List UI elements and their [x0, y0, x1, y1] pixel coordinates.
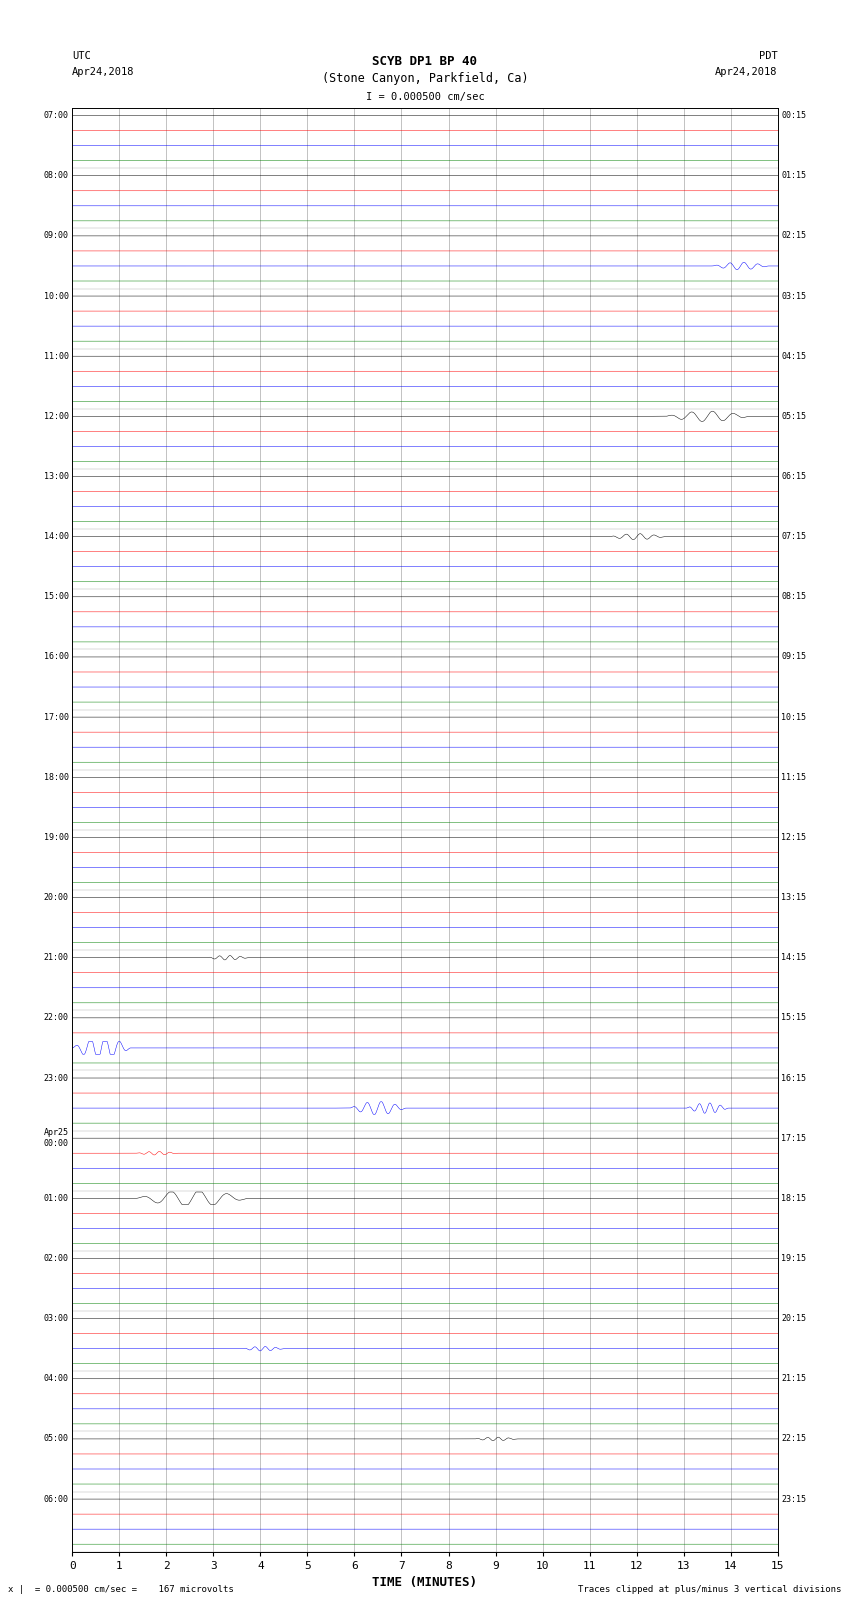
Text: 06:00: 06:00 — [43, 1495, 69, 1503]
Text: 11:00: 11:00 — [43, 352, 69, 361]
Text: 10:00: 10:00 — [43, 292, 69, 300]
Text: 16:15: 16:15 — [781, 1074, 807, 1082]
Text: PDT: PDT — [759, 52, 778, 61]
Text: 18:15: 18:15 — [781, 1194, 807, 1203]
Text: 14:00: 14:00 — [43, 532, 69, 540]
Text: 13:00: 13:00 — [43, 473, 69, 481]
Text: 11:15: 11:15 — [781, 773, 807, 782]
Text: 22:00: 22:00 — [43, 1013, 69, 1023]
Text: Apr24,2018: Apr24,2018 — [72, 68, 135, 77]
Text: 12:00: 12:00 — [43, 411, 69, 421]
Text: 09:15: 09:15 — [781, 652, 807, 661]
Text: Apr25
00:00: Apr25 00:00 — [43, 1129, 69, 1148]
Text: 02:00: 02:00 — [43, 1253, 69, 1263]
Text: 08:00: 08:00 — [43, 171, 69, 181]
Text: 01:15: 01:15 — [781, 171, 807, 181]
Text: 12:15: 12:15 — [781, 832, 807, 842]
Text: 22:15: 22:15 — [781, 1434, 807, 1444]
Text: 03:00: 03:00 — [43, 1315, 69, 1323]
Text: 16:00: 16:00 — [43, 652, 69, 661]
Text: 18:00: 18:00 — [43, 773, 69, 782]
Text: 20:15: 20:15 — [781, 1315, 807, 1323]
Text: (Stone Canyon, Parkfield, Ca): (Stone Canyon, Parkfield, Ca) — [321, 73, 529, 85]
Text: SCYB DP1 BP 40: SCYB DP1 BP 40 — [372, 55, 478, 68]
Text: 23:00: 23:00 — [43, 1074, 69, 1082]
Text: 15:15: 15:15 — [781, 1013, 807, 1023]
Text: 03:15: 03:15 — [781, 292, 807, 300]
Text: 06:15: 06:15 — [781, 473, 807, 481]
Text: 15:00: 15:00 — [43, 592, 69, 602]
Text: Apr24,2018: Apr24,2018 — [715, 68, 778, 77]
Text: 23:15: 23:15 — [781, 1495, 807, 1503]
Text: Traces clipped at plus/minus 3 vertical divisions: Traces clipped at plus/minus 3 vertical … — [578, 1584, 842, 1594]
Text: 17:00: 17:00 — [43, 713, 69, 721]
Text: 04:00: 04:00 — [43, 1374, 69, 1384]
Text: 17:15: 17:15 — [781, 1134, 807, 1142]
Text: 13:15: 13:15 — [781, 894, 807, 902]
Text: 21:15: 21:15 — [781, 1374, 807, 1384]
Text: 20:00: 20:00 — [43, 894, 69, 902]
Text: 02:15: 02:15 — [781, 231, 807, 240]
Text: 00:15: 00:15 — [781, 111, 807, 119]
Text: 21:00: 21:00 — [43, 953, 69, 963]
X-axis label: TIME (MINUTES): TIME (MINUTES) — [372, 1576, 478, 1589]
Text: 01:00: 01:00 — [43, 1194, 69, 1203]
Text: 19:00: 19:00 — [43, 832, 69, 842]
Text: 08:15: 08:15 — [781, 592, 807, 602]
Text: 05:00: 05:00 — [43, 1434, 69, 1444]
Text: 07:00: 07:00 — [43, 111, 69, 119]
Text: 10:15: 10:15 — [781, 713, 807, 721]
Text: x |  = 0.000500 cm/sec =    167 microvolts: x | = 0.000500 cm/sec = 167 microvolts — [8, 1584, 235, 1594]
Text: 04:15: 04:15 — [781, 352, 807, 361]
Text: I = 0.000500 cm/sec: I = 0.000500 cm/sec — [366, 92, 484, 102]
Text: UTC: UTC — [72, 52, 91, 61]
Text: 09:00: 09:00 — [43, 231, 69, 240]
Text: 05:15: 05:15 — [781, 411, 807, 421]
Text: 07:15: 07:15 — [781, 532, 807, 540]
Text: 19:15: 19:15 — [781, 1253, 807, 1263]
Text: 14:15: 14:15 — [781, 953, 807, 963]
